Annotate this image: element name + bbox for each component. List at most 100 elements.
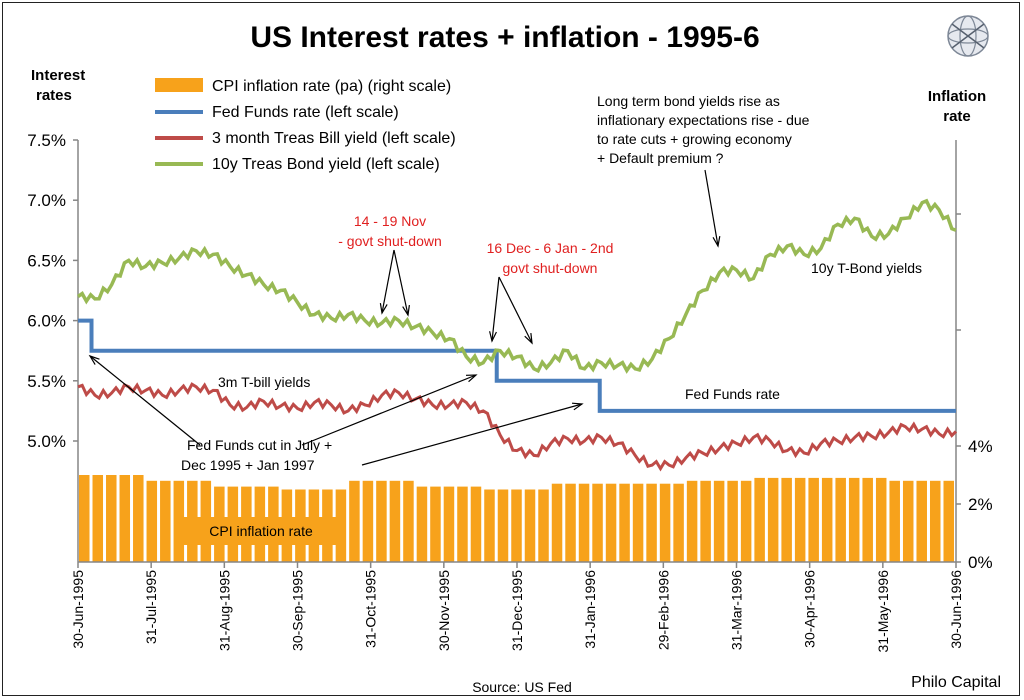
cpi-bar (538, 489, 549, 562)
cpi-bar (848, 477, 860, 562)
cpi-bar (403, 480, 414, 562)
x-tick-label: 30-Jun-1995 (70, 570, 86, 649)
cpi-bar (889, 480, 900, 562)
cpi-bar (943, 480, 954, 562)
cpi-bar (106, 475, 117, 562)
cpi-bar (362, 480, 374, 562)
fed-label: Fed Funds rate (685, 386, 780, 402)
bond-note-line3: to rate cuts + growing economy (597, 131, 792, 147)
cpi-bar (470, 486, 482, 562)
cpi-bar (619, 483, 630, 562)
x-tick-label: 30-Apr-1996 (802, 570, 818, 648)
cpi-bar (416, 486, 428, 562)
shutdown1-note: 14 - 19 Nov - govt shut-down (338, 213, 442, 249)
shutdown1-line2: - govt shut-down (338, 233, 442, 249)
brand-text: Philo Capital (911, 674, 1001, 691)
cpi-bar (349, 480, 360, 562)
legend: CPI inflation rate (pa) (right scale) Fe… (155, 78, 456, 173)
annotation-arrows (88, 169, 721, 466)
left-tick-label: 5.5% (27, 372, 66, 391)
left-tick-label: 7.5% (27, 131, 66, 150)
x-tick-label: 31-Oct-1995 (363, 570, 379, 648)
cpi-bar (713, 480, 725, 562)
x-tick-label: 31-Mar-1996 (729, 570, 745, 650)
right-axis-title-line1: Inflation (928, 88, 986, 105)
x-tick-label: 31-Aug-1995 (216, 570, 232, 651)
globe-logo-icon (947, 15, 989, 57)
arrow-shutdown2-a (491, 276, 500, 342)
right-tick-label: 0% (968, 553, 993, 572)
cpi-bar (916, 480, 927, 562)
cpi-bar (808, 477, 819, 562)
cpi-bar (79, 475, 90, 562)
left-axis-title-line2: rates (36, 87, 72, 104)
cpi-bar (835, 477, 846, 562)
bond-note-line4: + Default premium ? (597, 150, 724, 166)
arrow-fedcut-jan (361, 403, 583, 466)
cpi-bar (794, 477, 806, 562)
left-tick-label: 6.0% (27, 312, 66, 331)
cpi-bar (551, 483, 563, 562)
cpi-bar (754, 477, 765, 562)
legend-label-tbill: 3 month Treas Bill yield (left scale) (212, 130, 456, 147)
arrow-shutdown1-a-head (379, 303, 388, 315)
cpi-bar (605, 483, 617, 562)
tbill-label: 3m T-bill yields (218, 374, 310, 390)
x-tick-label: 30-Jun-1996 (948, 570, 964, 649)
cpi-bar (443, 486, 455, 562)
cpi-bar (902, 480, 914, 562)
arrow-fedcut-july (89, 355, 201, 446)
cpi-bar (632, 483, 644, 562)
bond-yield-line (77, 198, 957, 374)
cpi-bar (497, 489, 509, 562)
legend-label-fed: Fed Funds rate (left scale) (212, 104, 399, 121)
right-axis-title-line2: rate (943, 108, 971, 125)
left-tick-label: 7.0% (27, 191, 66, 210)
cpi-bar (659, 483, 671, 562)
cpi-label-box (176, 517, 346, 545)
cpi-bar (511, 489, 522, 562)
arrow-bond-note-head (712, 236, 721, 248)
x-tick-label: 30-Sep-1995 (290, 570, 306, 651)
arrow-fedcut-july-head (88, 354, 100, 365)
arrow-shutdown2-b (498, 276, 533, 344)
x-tick-label: 31-Jan-1996 (582, 570, 598, 649)
cpi-bar (92, 475, 104, 562)
left-axis-title-line1: Interest (31, 67, 85, 84)
cpi-bar (700, 480, 711, 562)
fed-cut-line1: Fed Funds cut in July + (187, 437, 332, 453)
left-tick-label: 6.5% (27, 251, 66, 270)
cpi-bar (862, 477, 873, 562)
cpi-bar (430, 486, 441, 562)
cpi-bar (524, 489, 536, 562)
bond-note-line1: Long term bond yields rise as (597, 93, 780, 109)
cpi-label: CPI inflation rate (209, 523, 313, 539)
right-tick-label: 2% (968, 495, 993, 514)
cpi-bar (160, 480, 171, 562)
tbond-label: 10y T-Bond yields (811, 260, 922, 276)
bond-note: Long term bond yields rise as inflationa… (597, 93, 810, 166)
arrow-shutdown2-a-head (489, 331, 497, 343)
left-tick-label: 5.0% (27, 432, 66, 451)
cpi-bar (133, 475, 144, 562)
cpi-bar (565, 483, 576, 562)
cpi-bar (740, 480, 752, 562)
cpi-bar (767, 477, 779, 562)
arrow-shutdown1-b (393, 249, 409, 316)
x-tick-label: 31-May-1996 (875, 570, 891, 653)
legend-swatch-cpi (155, 78, 203, 92)
arrow-shutdown1-a (381, 249, 395, 314)
shutdown2-line2: govt shut-down (503, 260, 598, 276)
arrow-shutdown1-b-head (402, 305, 410, 317)
x-axis-ticks: 30-Jun-1995 31-Jul-1995 31-Aug-1995 30-Sep-… (70, 562, 964, 653)
arrow-bond-note (704, 169, 719, 247)
x-tick-label: 31-Dec-1995 (509, 570, 525, 651)
arrow-shutdown2-b-head (524, 332, 533, 345)
x-tick-label: 30-Nov-1995 (436, 570, 452, 651)
cpi-bar (578, 483, 590, 562)
cpi-bar (389, 480, 401, 562)
arrow-fedcut-dec (301, 374, 477, 446)
arrow-fedcut-jan-head (571, 402, 584, 411)
cpi-bar (592, 483, 603, 562)
